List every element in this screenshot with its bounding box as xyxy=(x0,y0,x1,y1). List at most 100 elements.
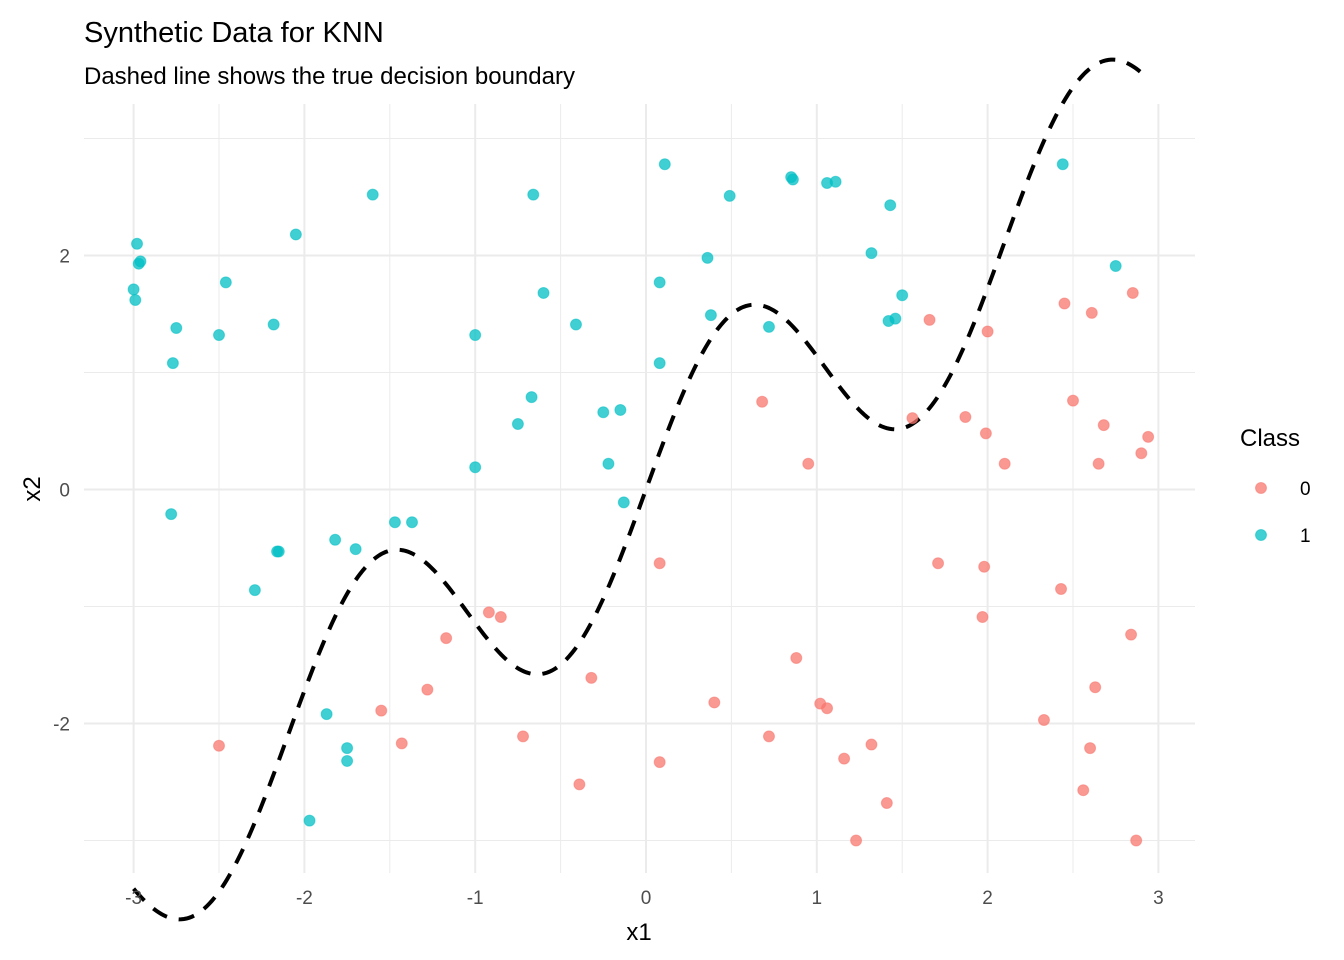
point-class-1 xyxy=(525,391,538,404)
point-class-0 xyxy=(482,606,495,619)
point-class-1 xyxy=(388,516,401,529)
legend-label-1: 1 xyxy=(1300,526,1311,547)
y-tick-label: 0 xyxy=(59,481,70,502)
point-class-0 xyxy=(585,671,598,684)
point-class-1 xyxy=(658,158,671,171)
boundary-line xyxy=(132,57,1143,922)
point-class-0 xyxy=(976,611,989,624)
point-class-0 xyxy=(756,395,769,408)
point-class-1 xyxy=(884,199,897,212)
point-class-0 xyxy=(838,752,851,765)
point-class-1 xyxy=(653,276,666,289)
x-axis-ticks: -3 -2 -1 0 1 2 3 xyxy=(125,888,1164,909)
point-class-1 xyxy=(248,584,261,597)
point-class-0 xyxy=(850,834,863,847)
point-class-0 xyxy=(1077,784,1090,797)
point-class-0 xyxy=(978,560,991,573)
legend-title: Class xyxy=(1240,425,1300,452)
point-class-1 xyxy=(889,312,902,325)
point-class-1 xyxy=(569,318,582,331)
point-class-0 xyxy=(1089,681,1102,694)
x-tick-label: 0 xyxy=(641,888,652,909)
y-tick-label: -2 xyxy=(53,715,70,736)
point-class-1 xyxy=(320,708,333,721)
point-class-0 xyxy=(959,410,972,423)
point-class-1 xyxy=(329,533,342,546)
point-class-1 xyxy=(786,173,799,186)
point-class-1 xyxy=(267,318,280,331)
point-class-0 xyxy=(981,325,994,338)
point-class-1 xyxy=(165,508,178,521)
point-class-1 xyxy=(527,188,540,201)
x-tick-label: -3 xyxy=(125,888,142,909)
point-class-1 xyxy=(896,289,909,302)
point-class-0 xyxy=(494,611,507,624)
point-class-0 xyxy=(1085,306,1098,319)
point-class-1 xyxy=(289,228,302,241)
point-class-0 xyxy=(1135,447,1148,460)
point-class-1 xyxy=(762,320,775,333)
grid-major xyxy=(84,104,1195,873)
point-class-0 xyxy=(395,737,408,750)
point-class-0 xyxy=(1142,430,1155,443)
point-class-0 xyxy=(1055,582,1068,595)
point-class-0 xyxy=(1058,297,1071,310)
point-class-1 xyxy=(602,457,615,470)
y-axis-ticks: -2 0 2 xyxy=(53,247,70,736)
point-class-1 xyxy=(341,742,354,755)
x-tick-label: 2 xyxy=(982,888,993,909)
point-class-1 xyxy=(303,814,316,827)
point-class-1 xyxy=(341,754,354,767)
point-class-0 xyxy=(375,704,388,717)
point-class-0 xyxy=(653,756,666,769)
chart-subtitle: Dashed line shows the true decision boun… xyxy=(84,63,575,90)
legend-key-0 xyxy=(1255,482,1267,494)
x-tick-label: 3 xyxy=(1153,888,1164,909)
point-class-0 xyxy=(802,457,815,470)
point-class-1 xyxy=(469,329,482,342)
point-class-1 xyxy=(723,189,736,202)
point-class-0 xyxy=(517,730,530,743)
point-class-1 xyxy=(469,461,482,474)
point-class-0 xyxy=(979,427,992,440)
legend-label-0: 0 xyxy=(1300,479,1311,500)
point-class-0 xyxy=(880,797,893,810)
point-class-1 xyxy=(617,496,630,509)
point-class-1 xyxy=(701,251,714,264)
y-axis-title: x2 xyxy=(19,476,46,501)
x-axis-title: x1 xyxy=(626,919,651,946)
point-class-1 xyxy=(1109,260,1122,273)
point-class-0 xyxy=(440,632,453,645)
x-tick-label: 1 xyxy=(812,888,823,909)
point-class-0 xyxy=(708,696,721,709)
point-class-0 xyxy=(932,557,945,570)
point-class-0 xyxy=(573,778,586,791)
point-class-1 xyxy=(614,403,627,416)
point-class-1 xyxy=(865,247,878,260)
point-class-1 xyxy=(170,322,183,335)
point-class-1 xyxy=(166,357,179,370)
point-class-1 xyxy=(129,293,142,306)
point-class-0 xyxy=(1084,742,1097,755)
legend: Class 0 1 xyxy=(1240,425,1311,547)
point-class-0 xyxy=(923,313,936,326)
point-class-0 xyxy=(762,730,775,743)
point-class-0 xyxy=(1097,419,1110,432)
point-class-0 xyxy=(653,557,666,570)
data-points xyxy=(127,158,1155,847)
point-class-1 xyxy=(127,283,140,296)
point-class-0 xyxy=(1067,394,1079,407)
point-class-1 xyxy=(653,357,666,370)
point-class-0 xyxy=(1092,457,1105,470)
point-class-1 xyxy=(219,276,232,289)
point-class-0 xyxy=(865,738,878,751)
point-class-0 xyxy=(1125,628,1138,641)
point-class-1 xyxy=(537,286,550,299)
point-class-1 xyxy=(1056,158,1069,171)
legend-key-1 xyxy=(1255,529,1267,541)
decision-boundary xyxy=(132,57,1143,922)
point-class-1 xyxy=(704,309,717,322)
point-class-0 xyxy=(213,739,225,752)
point-class-1 xyxy=(829,175,842,188)
